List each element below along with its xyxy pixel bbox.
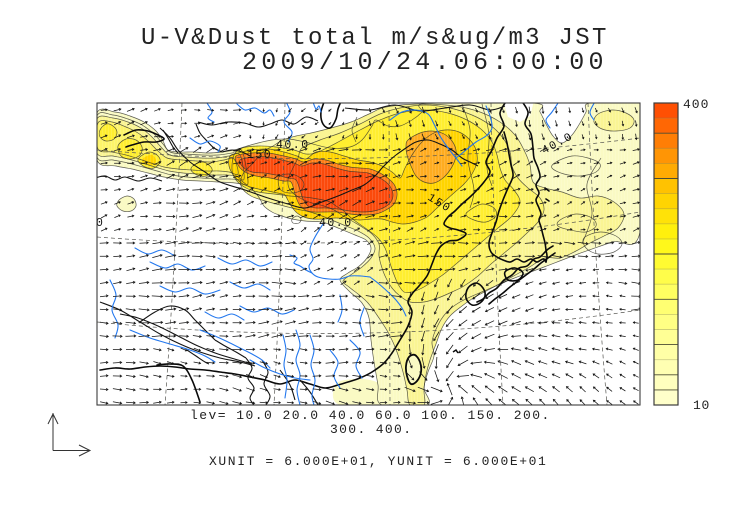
svg-text:40.0: 40.0 xyxy=(319,217,353,230)
svg-text:40.0: 40.0 xyxy=(276,139,310,152)
svg-text:XUNIT = 6.000E+01, YUNIT = 6.0: XUNIT = 6.000E+01, YUNIT = 6.000E+01 xyxy=(209,454,547,469)
svg-text:2009/10/24.06:00:00: 2009/10/24.06:00:00 xyxy=(242,48,608,77)
svg-text:300. 400.: 300. 400. xyxy=(330,422,412,437)
svg-text:150.: 150. xyxy=(247,149,281,162)
svg-text:10: 10 xyxy=(693,398,710,413)
svg-text:400: 400 xyxy=(683,97,709,112)
svg-text:U-V&Dust total m/s&ug/m3 JST: U-V&Dust total m/s&ug/m3 JST xyxy=(141,25,609,52)
svg-text:lev= 10.0 20.0 40.0 60.0 100.: lev= 10.0 20.0 40.0 60.0 100. 150. 200. xyxy=(190,408,551,423)
svg-text:0: 0 xyxy=(96,217,104,230)
